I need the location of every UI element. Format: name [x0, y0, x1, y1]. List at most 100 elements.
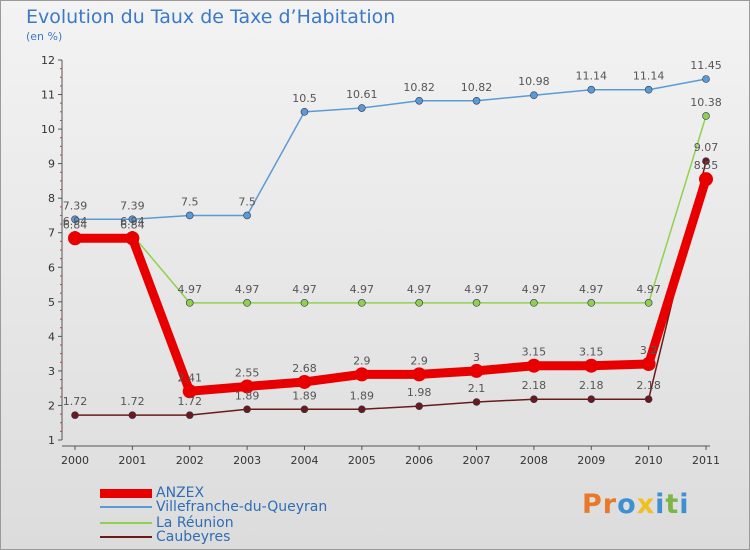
data-point — [472, 299, 481, 307]
data-label: 11.14 — [633, 70, 665, 83]
series-points — [68, 75, 713, 419]
legend-item: Caubeyres — [100, 529, 230, 545]
data-label: 7.5 — [181, 195, 199, 208]
data-point — [587, 299, 596, 307]
data-label: 1.89 — [350, 389, 375, 402]
data-label: 2.18 — [522, 379, 547, 392]
data-point — [300, 405, 309, 414]
legend-label: Villefranche-du-Queyran — [156, 499, 328, 515]
data-label: 2.55 — [235, 366, 260, 379]
data-point — [702, 112, 710, 120]
data-point — [125, 231, 140, 246]
legend-swatch — [100, 536, 152, 538]
data-label: 6.94 — [120, 215, 145, 228]
data-point — [243, 211, 251, 220]
data-label: 10.98 — [518, 75, 550, 88]
data-label: 10.82 — [461, 81, 493, 94]
data-label: 1.89 — [292, 389, 317, 402]
data-label: 7.39 — [63, 199, 88, 212]
chart-subtitle: (en %) — [26, 30, 63, 43]
y-tick-label: 3 — [48, 365, 55, 378]
data-label: 3.15 — [522, 346, 547, 359]
series-line-1 — [75, 78, 707, 221]
y-tick-label: 5 — [48, 296, 55, 309]
data-point — [243, 405, 251, 414]
legend-label: La Réunion — [156, 515, 234, 531]
data-point — [71, 411, 79, 419]
data-label: 6.84 — [120, 218, 145, 231]
data-label: 2.18 — [636, 379, 661, 392]
data-point — [182, 384, 197, 399]
logo-letter: i — [655, 489, 666, 520]
data-label: 6.94 — [63, 215, 88, 228]
data-label: 2.9 — [410, 354, 428, 367]
data-point — [300, 299, 309, 307]
y-tick-label: 7 — [48, 227, 55, 240]
data-point — [469, 363, 484, 378]
series-line-2 — [75, 115, 707, 304]
logo-letter: t — [665, 489, 680, 520]
data-label: 9.07 — [694, 141, 719, 154]
y-tick-label: 8 — [48, 192, 55, 205]
x-tick-label: 2004 — [290, 454, 318, 467]
data-label: 4.97 — [464, 283, 489, 296]
series-lines — [75, 78, 711, 416]
legend-swatch — [100, 488, 152, 498]
series-line-3 — [75, 161, 707, 416]
y-tick-label: 11 — [41, 89, 55, 102]
data-point — [644, 85, 653, 94]
logo-letter: P — [582, 489, 603, 520]
data-point — [243, 299, 251, 307]
data-point — [354, 367, 369, 382]
data-point — [472, 96, 481, 105]
logo-letter: o — [617, 489, 637, 520]
data-point — [412, 367, 427, 382]
data-point — [587, 85, 596, 94]
data-label: 6.84 — [63, 218, 88, 231]
logo-letter: i — [679, 489, 690, 520]
data-point — [358, 299, 366, 307]
data-point — [415, 299, 423, 307]
data-label: 4.97 — [177, 283, 202, 296]
data-point — [297, 374, 312, 389]
x-tick-label: 2003 — [233, 454, 261, 467]
data-label: 10.5 — [292, 92, 317, 105]
data-point — [71, 215, 79, 224]
data-label: 2.1 — [468, 382, 486, 395]
data-point — [530, 299, 538, 307]
data-label: 4.97 — [292, 283, 317, 296]
data-point — [185, 411, 194, 419]
data-label: 8.55 — [694, 159, 719, 172]
data-point — [584, 358, 599, 373]
data-label: 3 — [473, 351, 480, 364]
data-label: 10.61 — [346, 88, 378, 101]
data-label: 1.89 — [235, 389, 260, 402]
data-label: 1.72 — [177, 395, 202, 408]
data-point — [185, 211, 194, 220]
y-tick-label: 1 — [48, 434, 55, 447]
legend-item: La Réunion — [100, 515, 234, 531]
x-tick-label: 2000 — [61, 454, 89, 467]
data-point — [415, 402, 423, 410]
data-label: 11.45 — [690, 59, 722, 72]
data-label: 4.97 — [522, 283, 547, 296]
data-point — [530, 395, 538, 404]
data-label: 4.97 — [636, 283, 661, 296]
data-label: 2.41 — [177, 371, 202, 384]
legend-swatch — [100, 506, 152, 508]
data-point — [702, 75, 710, 83]
data-label: 2.68 — [292, 362, 317, 375]
data-label: 4.97 — [407, 283, 432, 296]
y-tick-label: 4 — [48, 330, 55, 343]
data-label: 2.9 — [353, 354, 371, 367]
logo-letter: x — [636, 489, 656, 520]
data-point — [68, 231, 82, 246]
data-label: 11.14 — [576, 70, 608, 83]
data-label: 7.39 — [120, 199, 145, 212]
data-point — [699, 172, 713, 187]
series-line-0 — [75, 177, 711, 396]
data-point — [702, 157, 710, 166]
x-tick-label: 2007 — [463, 454, 491, 467]
